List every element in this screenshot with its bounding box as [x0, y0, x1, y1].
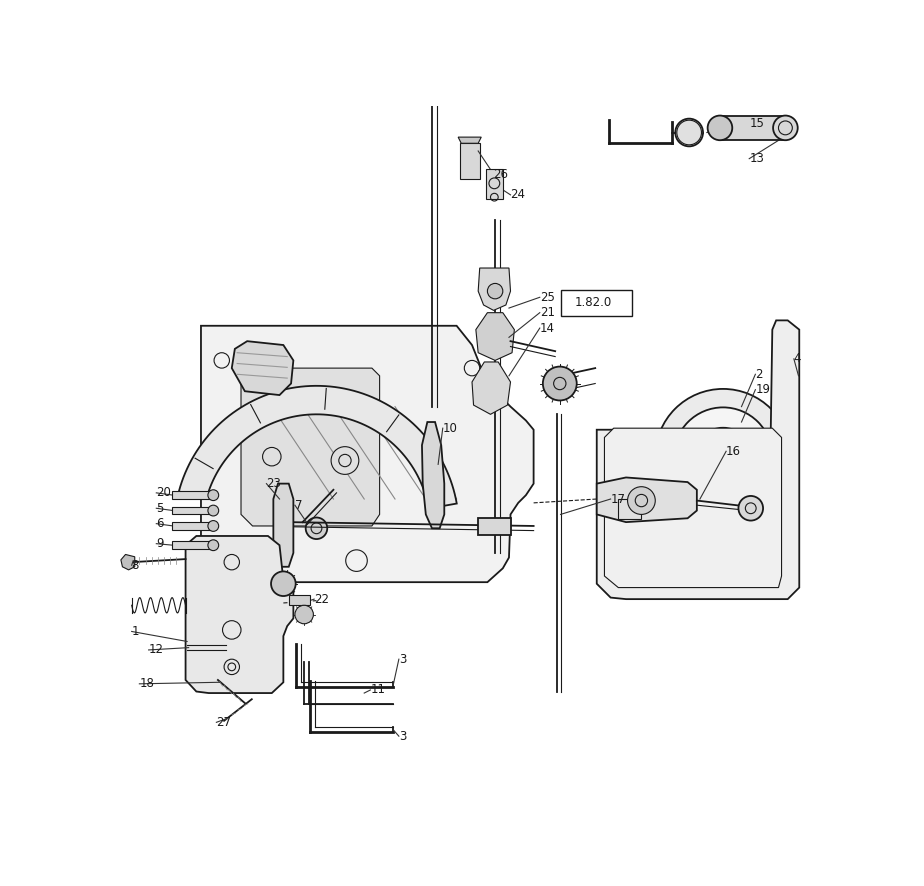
- Bar: [479, 518, 510, 535]
- Text: 1.82.0: 1.82.0: [575, 296, 612, 309]
- Text: 13: 13: [749, 152, 764, 165]
- Text: 26: 26: [493, 167, 508, 181]
- Bar: [618, 499, 641, 519]
- Polygon shape: [458, 137, 481, 144]
- Bar: [172, 507, 212, 515]
- Text: 9: 9: [156, 537, 164, 550]
- Text: 1: 1: [132, 625, 140, 638]
- Text: 11: 11: [371, 683, 385, 696]
- Text: 22: 22: [314, 593, 329, 606]
- Text: 6: 6: [156, 517, 164, 530]
- Text: 16: 16: [726, 445, 741, 458]
- Circle shape: [674, 408, 772, 506]
- Circle shape: [295, 605, 313, 624]
- Circle shape: [675, 119, 703, 146]
- Text: 19: 19: [756, 383, 771, 396]
- Text: 27: 27: [216, 716, 231, 729]
- Bar: [288, 595, 310, 604]
- Polygon shape: [179, 385, 456, 509]
- Circle shape: [488, 284, 503, 299]
- Text: 23: 23: [266, 478, 281, 490]
- Polygon shape: [460, 144, 480, 179]
- Circle shape: [208, 490, 219, 501]
- Text: 7: 7: [295, 499, 302, 512]
- Text: 17: 17: [611, 493, 626, 506]
- Text: 5: 5: [156, 501, 164, 515]
- Polygon shape: [121, 555, 135, 570]
- Polygon shape: [479, 268, 510, 310]
- Text: 25: 25: [540, 291, 554, 304]
- Polygon shape: [186, 536, 294, 693]
- Circle shape: [331, 447, 359, 474]
- Circle shape: [708, 115, 733, 140]
- Circle shape: [542, 367, 577, 400]
- Polygon shape: [476, 313, 515, 361]
- Text: 20: 20: [156, 486, 171, 500]
- Text: 10: 10: [443, 422, 457, 435]
- Polygon shape: [597, 478, 697, 522]
- Circle shape: [208, 540, 219, 550]
- Text: 4: 4: [794, 353, 801, 365]
- Circle shape: [208, 505, 219, 516]
- Bar: [172, 541, 212, 549]
- Text: 12: 12: [149, 643, 164, 657]
- Circle shape: [773, 115, 797, 140]
- Bar: [486, 169, 503, 198]
- Text: 15: 15: [749, 117, 764, 129]
- Text: 24: 24: [510, 189, 526, 201]
- Text: 8: 8: [132, 559, 139, 571]
- Circle shape: [738, 496, 763, 521]
- Polygon shape: [604, 428, 782, 587]
- Circle shape: [208, 521, 219, 532]
- Polygon shape: [597, 321, 799, 599]
- Bar: [172, 492, 212, 499]
- Bar: [172, 522, 212, 530]
- Circle shape: [271, 571, 296, 596]
- Bar: [720, 115, 785, 140]
- Text: 2: 2: [756, 368, 763, 381]
- Text: 14: 14: [540, 322, 554, 335]
- Circle shape: [655, 389, 791, 525]
- FancyBboxPatch shape: [561, 290, 632, 315]
- Polygon shape: [232, 341, 294, 395]
- Text: 3: 3: [399, 730, 407, 742]
- Text: 18: 18: [140, 677, 154, 690]
- Text: 21: 21: [540, 307, 554, 319]
- Text: 3: 3: [399, 653, 407, 665]
- Polygon shape: [201, 326, 534, 582]
- Polygon shape: [274, 484, 294, 567]
- Polygon shape: [422, 422, 444, 528]
- Circle shape: [306, 517, 327, 539]
- Circle shape: [627, 486, 655, 515]
- Polygon shape: [472, 362, 510, 415]
- Polygon shape: [241, 368, 380, 526]
